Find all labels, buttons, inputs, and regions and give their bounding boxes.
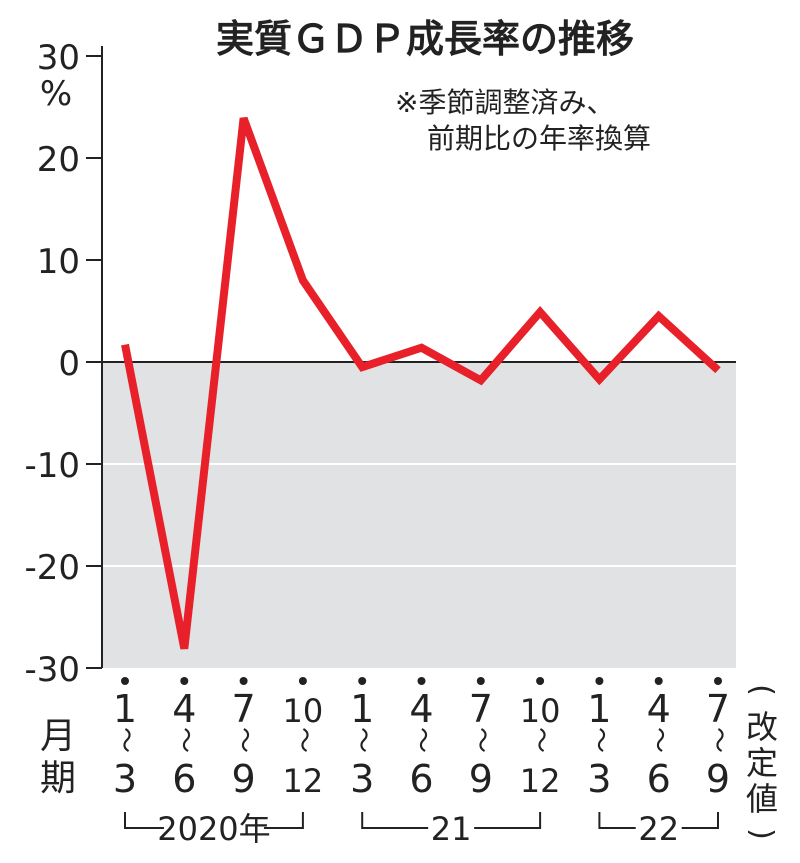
note-line-2: 前期比の年率換算 xyxy=(427,122,651,155)
chart-title: 実質ＧＤＰ成長率の推移 xyxy=(216,17,634,61)
x-label-tilde: ～ xyxy=(229,727,259,753)
y-axis: 30 20 10 0 -10 -20 -30 xyxy=(24,38,736,690)
x-tick-dot xyxy=(536,677,545,685)
x-label-tilde: ～ xyxy=(584,727,614,753)
x-label-to: 12 xyxy=(520,762,561,800)
revised-note-char: ) xyxy=(744,828,779,840)
year-group: 2020年 xyxy=(124,810,304,848)
y-tick-label: 10 xyxy=(37,242,80,282)
x-label-tilde: ～ xyxy=(466,727,496,753)
year-bracket-left xyxy=(598,812,636,829)
x-tick-dot xyxy=(121,677,129,685)
x-label-to: 9 xyxy=(469,757,493,801)
x-label-to: 6 xyxy=(647,757,671,801)
x-label-from: 1 xyxy=(113,687,137,731)
x-tick-dot xyxy=(239,677,248,685)
x-label-from: 1 xyxy=(587,687,611,731)
y-tick-label: 20 xyxy=(37,140,80,180)
year-bracket-left xyxy=(124,812,164,829)
x-label-from: 10 xyxy=(520,692,561,730)
x-label-tilde: ～ xyxy=(110,727,140,753)
x-label-from: 7 xyxy=(469,687,493,731)
y-tick-label: -20 xyxy=(24,548,80,588)
revised-note-char: 値 xyxy=(746,780,778,818)
x-tick-dot xyxy=(358,677,367,685)
y-tick-label: -30 xyxy=(24,650,80,690)
x-label-to: 6 xyxy=(172,757,196,801)
data-points xyxy=(124,118,719,649)
year-bracket-right xyxy=(263,812,304,829)
year-label: 2020年 xyxy=(157,810,270,848)
x-tick-dot xyxy=(595,677,604,685)
x-axis: 1～34～67～910～121～34～67～910～121～34～67～9月期(… xyxy=(40,677,779,848)
y-tick-label: 0 xyxy=(58,344,80,384)
x-label-from: 4 xyxy=(647,687,671,731)
y-tick-label: 30 xyxy=(37,38,80,78)
year-label: 22 xyxy=(638,810,679,848)
revised-note-char: 改 xyxy=(746,708,778,746)
x-label-to: 3 xyxy=(350,757,374,801)
y-tick-label: -10 xyxy=(24,446,80,486)
x-tick-dot xyxy=(180,677,189,685)
x-label-to: 9 xyxy=(706,757,730,801)
year-group: 21 xyxy=(361,810,542,848)
x-label-to: 9 xyxy=(232,757,256,801)
x-tick-dot xyxy=(417,677,426,685)
x-label-tilde: ～ xyxy=(169,727,199,753)
x-label-tilde: ～ xyxy=(525,727,555,753)
x-tick-dot xyxy=(654,677,663,685)
year-bracket-right xyxy=(474,812,542,829)
month-axis-label: 期 xyxy=(40,758,76,799)
x-label-from: 7 xyxy=(706,687,730,731)
x-label-tilde: ～ xyxy=(644,727,674,753)
y-axis-unit: % xyxy=(40,74,72,114)
year-group: 22 xyxy=(598,810,719,848)
x-label-to: 3 xyxy=(113,757,137,801)
x-label-from: 10 xyxy=(283,692,324,730)
x-label-to: 3 xyxy=(587,757,611,801)
year-label: 21 xyxy=(431,810,472,848)
x-label-to: 6 xyxy=(409,757,433,801)
x-label-from: 7 xyxy=(232,687,256,731)
x-tick-dot xyxy=(476,677,485,685)
x-label-from: 4 xyxy=(409,687,433,731)
x-label-from: 1 xyxy=(350,687,374,731)
x-label-to: 12 xyxy=(283,762,324,800)
x-label-tilde: ～ xyxy=(407,727,437,753)
note-line-1: ※季節調整済み、 xyxy=(395,86,614,119)
year-bracket-right xyxy=(681,812,719,829)
x-label-from: 4 xyxy=(172,687,196,731)
month-axis-label: 月 xyxy=(40,716,76,757)
x-tick-dot xyxy=(714,677,722,685)
revised-note-char: 定 xyxy=(746,744,778,782)
year-bracket-left xyxy=(361,812,429,829)
x-label-tilde: ～ xyxy=(288,727,318,753)
x-label-tilde: ～ xyxy=(703,727,733,753)
x-tick-dot xyxy=(298,677,307,685)
x-label-tilde: ～ xyxy=(347,727,377,753)
revised-note-char: ( xyxy=(744,684,779,696)
